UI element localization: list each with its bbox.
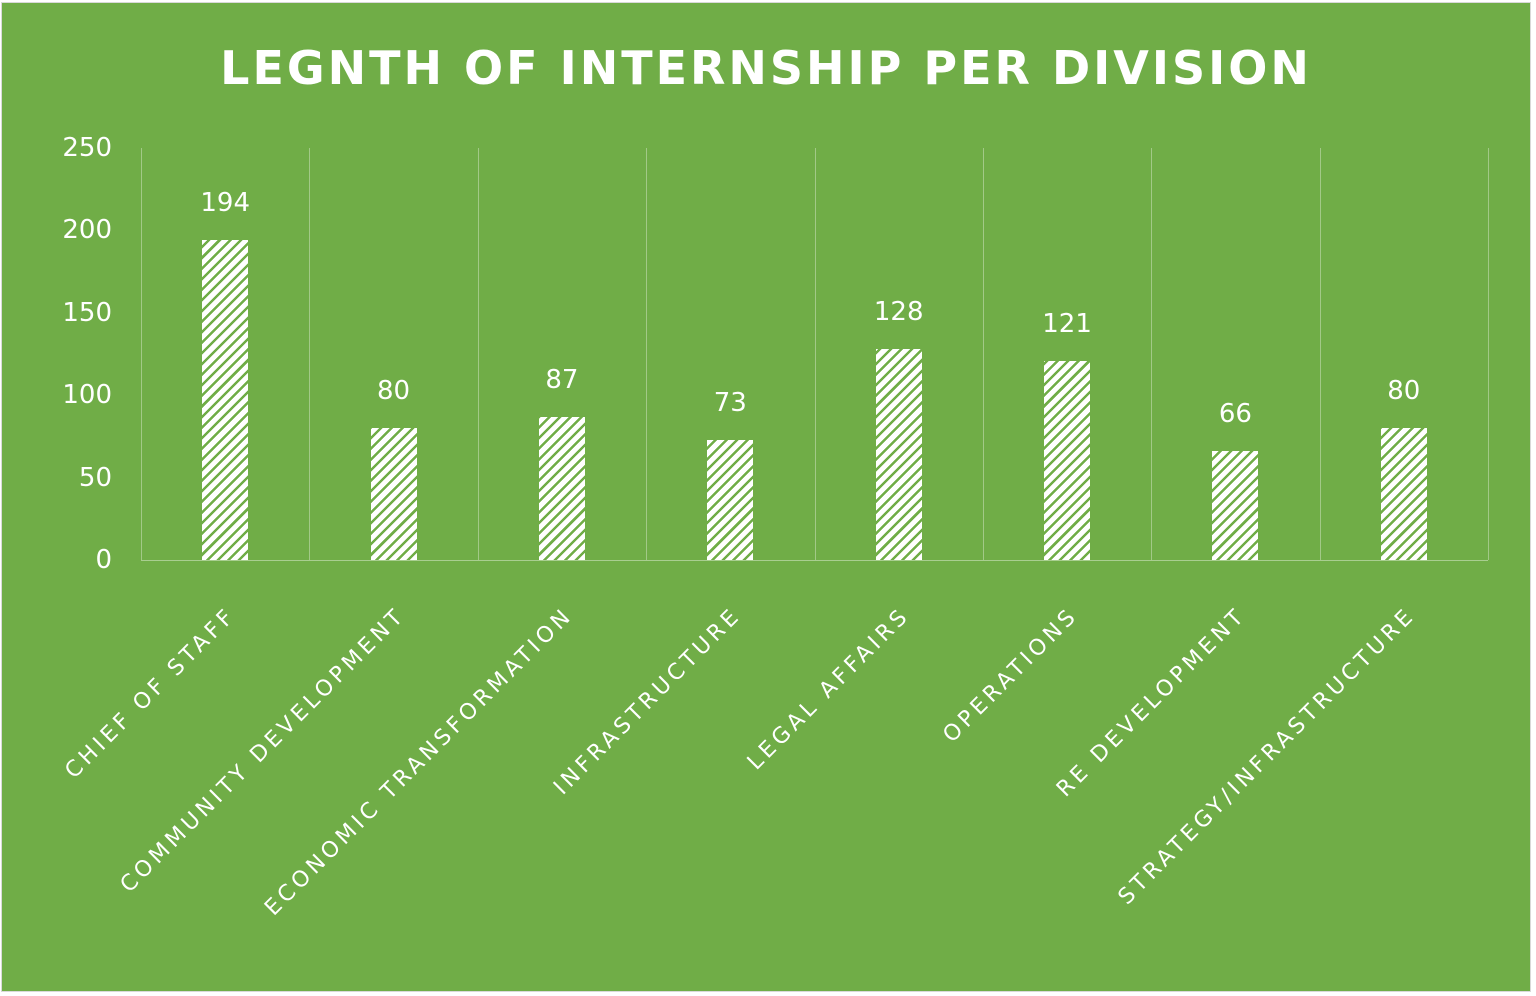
x-axis-category-label: CHIEF OF STAFF <box>60 602 242 784</box>
category-gridline <box>1319 148 1321 560</box>
x-axis-line <box>141 560 1488 561</box>
y-axis-tick-label: 0 <box>95 545 112 575</box>
data-label: 73 <box>713 387 747 418</box>
bar[interactable] <box>1380 428 1427 560</box>
data-label: 128 <box>873 297 924 328</box>
y-axis-tick-label: 50 <box>78 462 112 493</box>
x-axis-category-label: STRATEGY/INFRASTRUCTURE <box>1113 602 1421 910</box>
y-axis-tick-label: 150 <box>62 297 112 328</box>
y-axis-tick-label: 250 <box>62 133 112 163</box>
category-gridline <box>477 148 479 560</box>
data-label: 121 <box>1042 308 1092 339</box>
bar[interactable] <box>202 240 249 560</box>
y-axis-tick-label: 200 <box>62 215 112 246</box>
category-gridline <box>646 148 648 560</box>
bar[interactable] <box>1044 360 1091 560</box>
bar[interactable] <box>538 416 585 560</box>
bar[interactable] <box>707 439 754 560</box>
bar[interactable] <box>370 428 417 560</box>
data-label: 80 <box>377 376 411 407</box>
chart-title: LEGNTH OF INTERNSHIP PER DIVISION <box>220 41 1312 95</box>
category-gridline <box>982 148 984 560</box>
data-label: 80 <box>1387 376 1421 407</box>
bar[interactable] <box>875 349 922 560</box>
category-gridline <box>1151 148 1153 560</box>
category-gridline <box>309 148 311 560</box>
category-gridline <box>814 148 816 560</box>
x-axis-category-label: ECONOMIC TRANSFORMATION <box>260 602 579 921</box>
data-label: 87 <box>545 364 579 395</box>
category-gridline <box>1488 148 1489 560</box>
category-gridline <box>141 148 142 560</box>
bar[interactable] <box>1212 451 1259 560</box>
data-label: 66 <box>1218 399 1252 430</box>
x-axis-category-label: INFRASTRUCTURE <box>549 602 747 801</box>
data-label: 194 <box>200 188 250 219</box>
y-axis-tick-label: 100 <box>62 380 112 411</box>
x-axis-category-label: RE DEVELOPMENT <box>1052 602 1252 803</box>
x-axis-category-label: COMMUNITY DEVELOPMENT <box>115 602 411 898</box>
x-axis-category-label: OPERATIONS <box>938 602 1084 748</box>
x-axis-category-label: LEGAL AFFAIRS <box>742 602 915 776</box>
